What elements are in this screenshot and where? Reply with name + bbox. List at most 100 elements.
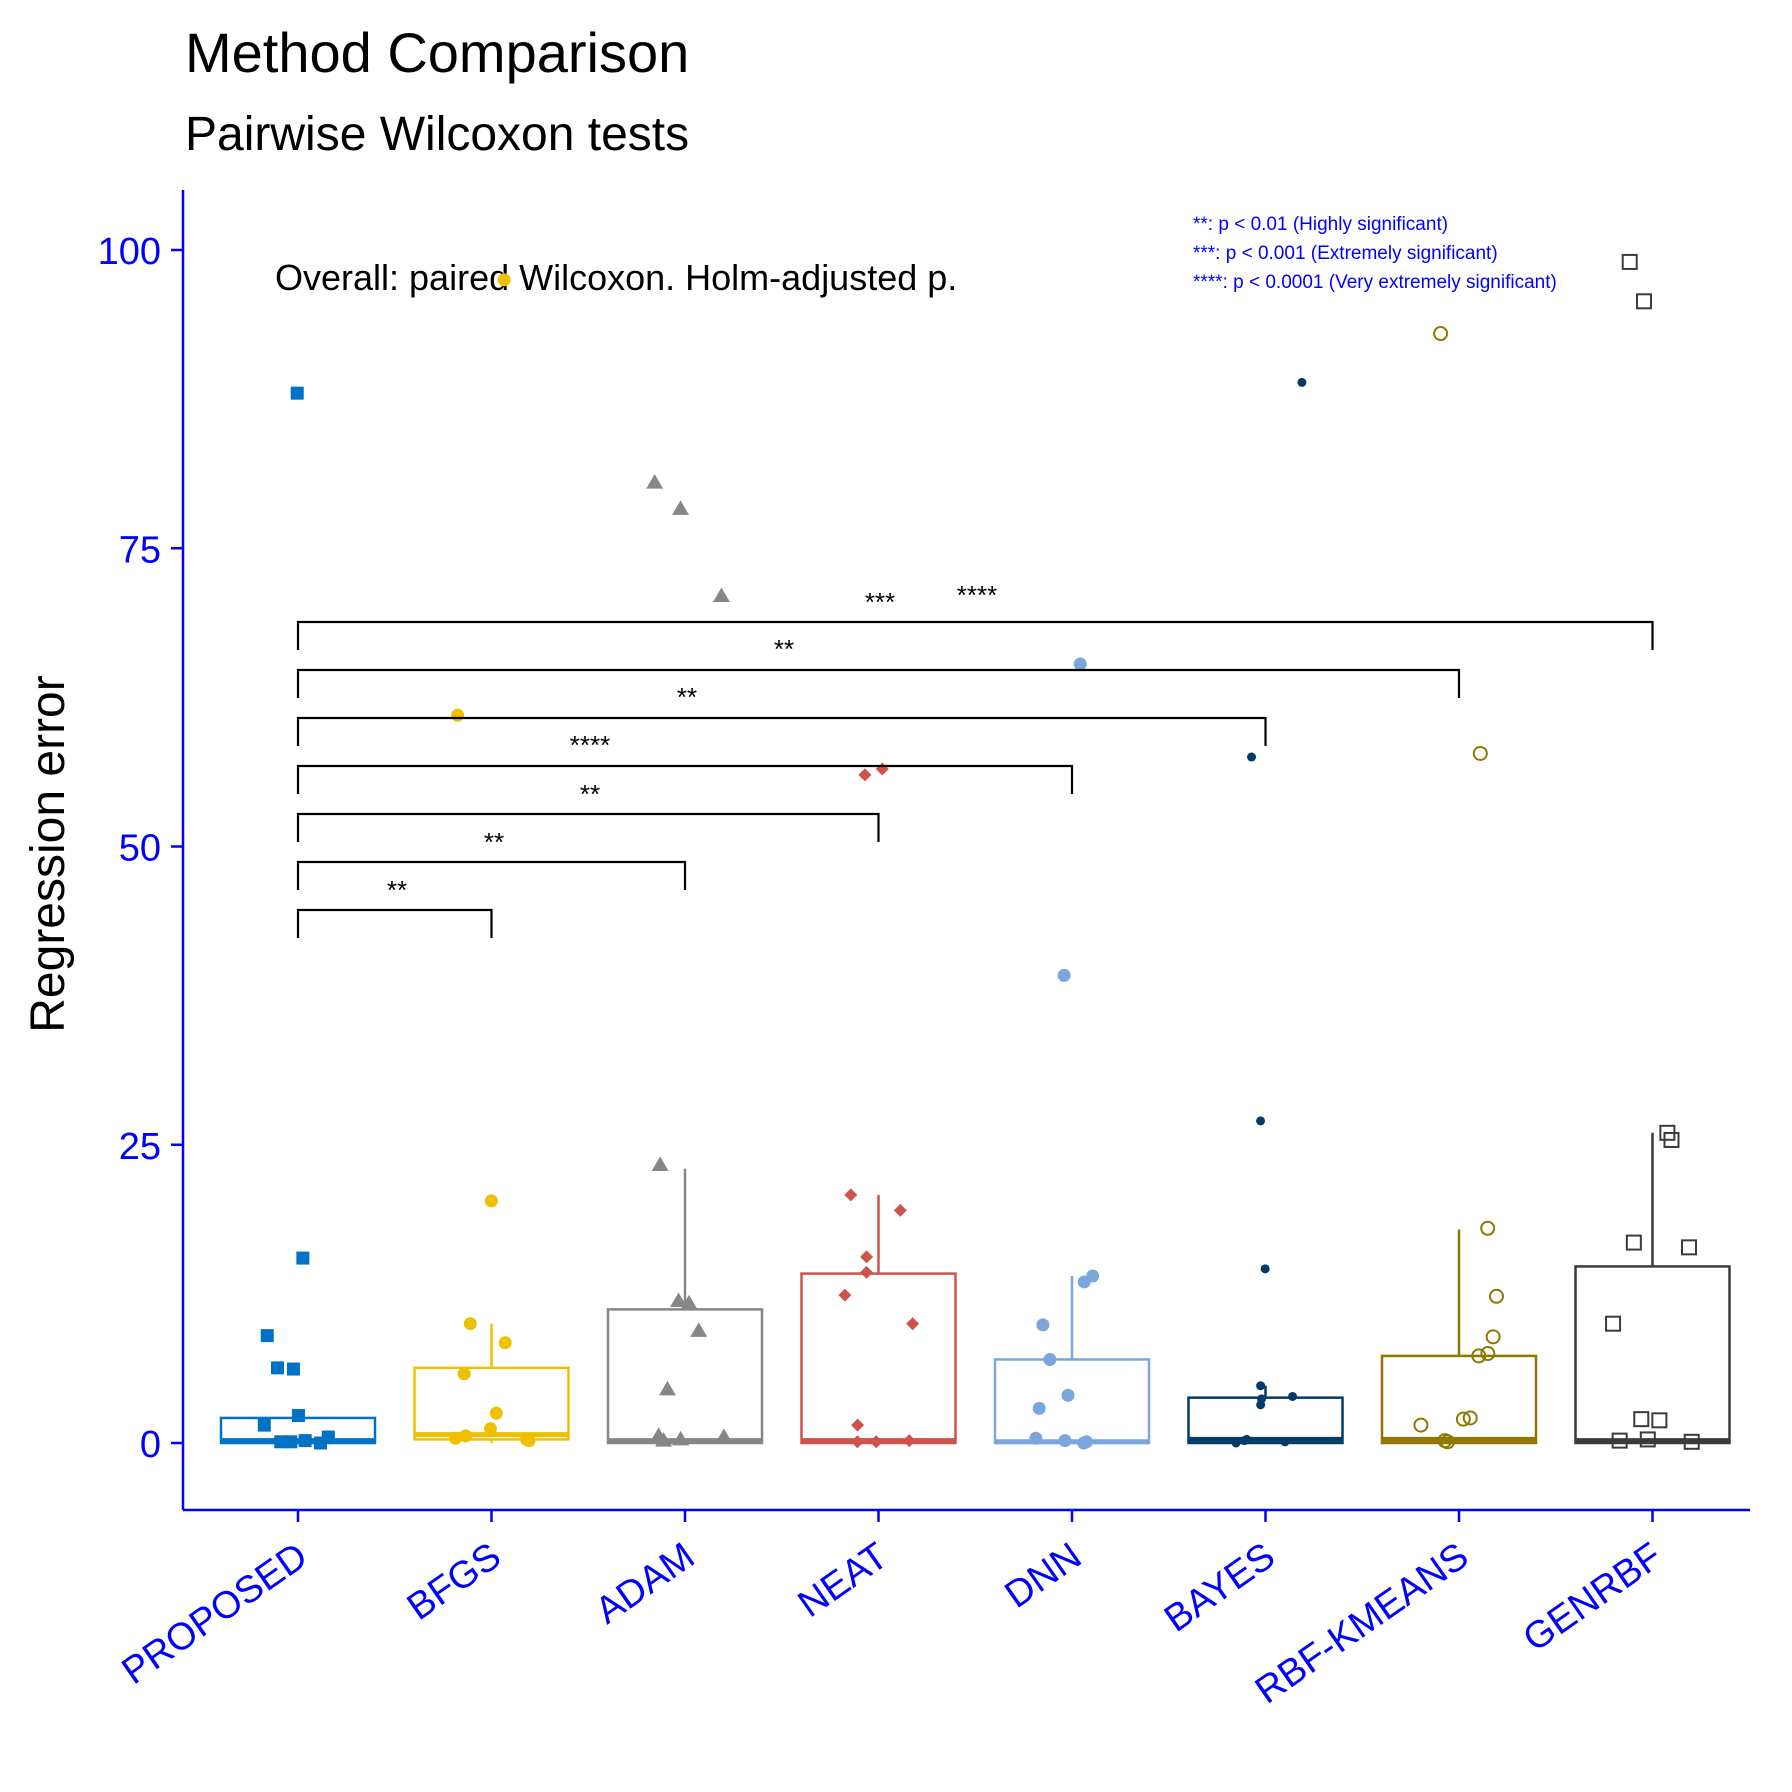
comparison-label: ** — [484, 827, 504, 857]
data-point — [1663, 1131, 1680, 1148]
data-point — [1032, 1401, 1046, 1415]
comparison-label: ** — [387, 875, 407, 905]
data-point — [1280, 1437, 1290, 1447]
significance-note-3: ****: p < 0.0001 (Very extremely signifi… — [1193, 272, 1557, 293]
data-point — [646, 474, 664, 489]
data-point — [1231, 1438, 1241, 1448]
data-point — [290, 386, 304, 400]
plot-area: 0 25 50 75 100 PROPOSED BFGS ADAM NEAT DNN BAYESRB… — [98, 190, 1750, 1712]
x-tick-label: NEAT — [791, 1535, 896, 1626]
data-point — [1260, 1264, 1270, 1274]
data-point — [1480, 1346, 1496, 1362]
chart-title: Method Comparison — [185, 21, 689, 84]
data-point — [844, 1188, 858, 1202]
data-point — [1633, 1411, 1650, 1428]
data-point — [489, 1406, 503, 1420]
comparison-label: *** — [865, 587, 895, 617]
data-point — [1480, 1220, 1496, 1236]
data-point — [449, 1431, 463, 1445]
data-point — [860, 1250, 874, 1264]
data-point — [1036, 1318, 1050, 1332]
data-point — [906, 1317, 920, 1331]
data-point — [1471, 1348, 1487, 1364]
data-point — [1297, 377, 1307, 387]
comparison-label: ** — [774, 634, 794, 664]
data-point — [902, 1434, 916, 1448]
data-point — [1256, 1381, 1266, 1391]
data-point — [292, 1409, 306, 1423]
data-point — [286, 1362, 300, 1376]
data-point — [1488, 1288, 1504, 1304]
data-point — [869, 1435, 883, 1449]
comparison-bracket — [296, 908, 493, 938]
data-point — [1681, 1239, 1698, 1256]
data-point — [498, 1336, 512, 1350]
comparison-bracket — [296, 620, 1654, 650]
data-point — [483, 1422, 497, 1436]
data-point — [1239, 1436, 1249, 1446]
data-point — [1061, 1388, 1075, 1402]
data-point — [1073, 657, 1087, 671]
data-point — [1256, 1116, 1266, 1126]
data-point — [655, 1432, 673, 1447]
x-tick-label: BAYES — [1157, 1535, 1283, 1640]
comparison-bracket — [296, 764, 1074, 794]
comparison-label: **** — [570, 730, 610, 760]
data-point — [1605, 1315, 1622, 1332]
data-point — [715, 1428, 733, 1444]
data-point — [451, 708, 465, 722]
x-tick-label: ADAM — [588, 1535, 702, 1632]
data-point — [463, 1317, 477, 1331]
data-point — [1058, 1434, 1072, 1448]
box-body — [413, 1366, 570, 1441]
data-point — [651, 1156, 669, 1172]
data-point — [271, 1361, 285, 1375]
y-tick-label: 75 — [119, 529, 161, 571]
data-point — [1651, 1412, 1668, 1429]
x-tick-label: DNN — [998, 1535, 1090, 1617]
data-point — [1246, 752, 1256, 762]
x-tick-label: RBF-KMEANS — [1248, 1535, 1476, 1712]
data-point — [838, 1288, 852, 1302]
data-point — [860, 1265, 874, 1279]
data-point — [1288, 1391, 1298, 1401]
data-point — [1440, 1434, 1456, 1450]
y-tick-label: 25 — [119, 1126, 161, 1168]
data-point — [658, 1380, 676, 1396]
data-point — [1043, 1352, 1057, 1366]
data-point — [1077, 1275, 1091, 1289]
data-point — [680, 1294, 698, 1310]
data-point — [1472, 745, 1488, 761]
data-point — [484, 1194, 498, 1208]
data-point — [1057, 968, 1071, 982]
y-tick-label: 0 — [140, 1424, 161, 1466]
data-point — [690, 1322, 708, 1337]
comparison-label: ** — [677, 682, 697, 712]
box-body — [993, 1358, 1151, 1445]
data-point — [672, 500, 690, 515]
data-point — [457, 1367, 471, 1381]
data-point — [1077, 1436, 1091, 1450]
comparison-label: ** — [580, 779, 600, 809]
comparison-bracket — [296, 668, 1461, 698]
y-tick-label: 100 — [98, 231, 161, 273]
comparison-label: **** — [957, 580, 997, 610]
data-point — [296, 1251, 310, 1265]
box-body — [800, 1272, 957, 1445]
data-point — [1413, 1417, 1429, 1433]
data-point — [1455, 1411, 1471, 1427]
box-body — [1187, 1396, 1344, 1445]
data-point — [1625, 1234, 1642, 1251]
data-point — [497, 273, 511, 287]
data-point — [1611, 1432, 1628, 1449]
data-point — [858, 768, 872, 782]
y-axis-label: Regression error — [22, 675, 75, 1032]
data-point — [1635, 293, 1652, 310]
data-point — [875, 762, 889, 776]
data-point — [1639, 1431, 1656, 1448]
data-point — [298, 1434, 312, 1448]
data-point — [1462, 1410, 1478, 1426]
significance-note-2: ***: p < 0.001 (Extremely significant) — [1193, 243, 1498, 264]
comparison-bracket — [296, 860, 687, 890]
